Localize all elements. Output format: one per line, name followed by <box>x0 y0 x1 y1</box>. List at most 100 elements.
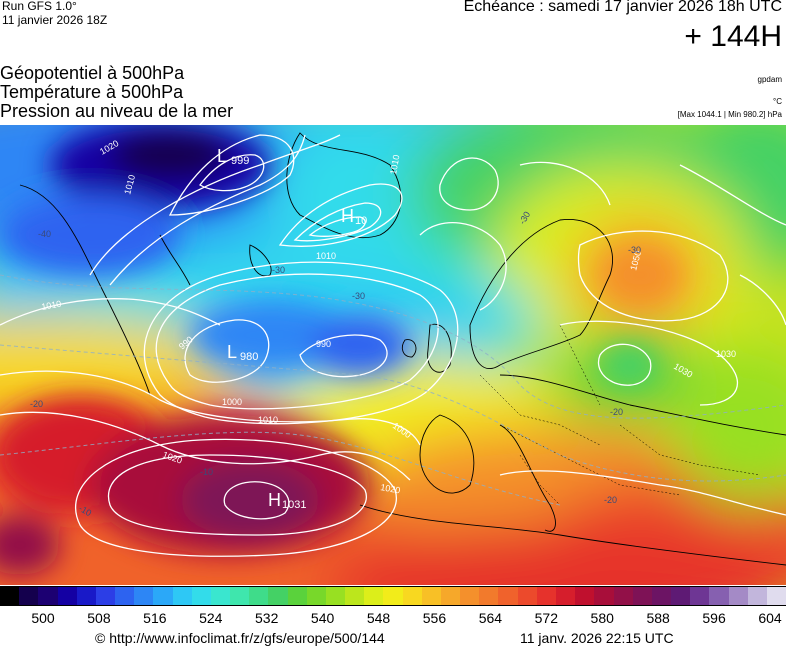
colorbar-cell <box>345 587 365 605</box>
colorbar-cell <box>479 587 499 605</box>
colorbar-cell <box>76 587 96 605</box>
temperature-label: -30 <box>272 265 285 275</box>
map-canvas: L 999 H 10 L 980 H 1031 1020 1010 1010 1… <box>0 125 786 585</box>
colorbar-tick-label: 588 <box>646 610 670 626</box>
footer-generated-date: 11 janv. 2026 22:15 UTC <box>520 630 674 646</box>
colorbar <box>0 586 786 606</box>
colorbar-cell <box>325 587 346 605</box>
isobars <box>0 134 786 557</box>
isobar-label: 1000 <box>222 397 242 407</box>
colorbar-cell <box>268 587 288 605</box>
colorbar-cell <box>19 587 39 605</box>
colorbar-cell <box>613 587 633 605</box>
colorbar-tick-label: 548 <box>366 610 391 626</box>
title-geopotential: Géopotentiel à 500hPa <box>0 63 185 83</box>
colorbar-cell <box>172 587 192 605</box>
colorbar-cell <box>57 587 77 605</box>
temperature-label: -10 <box>200 467 213 477</box>
colorbar-cell <box>38 587 58 605</box>
colorbar-tick-label: 572 <box>534 610 558 626</box>
colorbar-cell <box>709 587 729 605</box>
unit-temperature: °C <box>773 97 782 106</box>
colorbar-tick-label: 500 <box>31 610 55 626</box>
footer-url[interactable]: © http://www.infoclimat.fr/z/gfs/europe/… <box>95 630 385 646</box>
isobar-label: 990 <box>316 339 331 349</box>
colorbar-cell <box>191 587 211 605</box>
isobar-label: 1010 <box>41 299 62 312</box>
temperature-label: -20 <box>604 495 617 505</box>
lead-hours: + 144H <box>684 20 782 53</box>
isobar-label: 1010 <box>316 251 336 261</box>
colorbar-cell <box>536 587 556 605</box>
colorbar-tick-label: 580 <box>590 610 614 626</box>
colorbar-cell <box>402 587 422 605</box>
colorbar-cell <box>766 587 786 605</box>
colorbar-tick-label: 508 <box>87 610 111 626</box>
colorbar-cell <box>421 587 441 605</box>
coastlines <box>19 132 786 566</box>
colorbar-cell <box>230 587 250 605</box>
colorbar-cell <box>671 587 691 605</box>
colorbar-tick-label: 516 <box>143 610 167 626</box>
colorbar-tick-label: 532 <box>255 610 279 626</box>
title-pressure: Pression au niveau de la mer <box>0 101 234 121</box>
colorbar-tick-label: 564 <box>478 610 503 626</box>
isobar-label: 1010 <box>258 415 278 425</box>
valid-time: Echéance : samedi 17 janvier 2026 18h UT… <box>463 0 782 15</box>
colorbar-cell <box>747 587 767 605</box>
colorbar-cell <box>575 587 595 605</box>
pressure-center-h-1031-letter: H <box>268 490 281 510</box>
pressure-center-l-980-letter: L <box>227 342 237 362</box>
pressure-range: [Max 1044.1 | Min 980.2] hPa <box>677 110 782 119</box>
temperature-label: -30 <box>352 291 365 301</box>
temperature-label: -30 <box>628 245 641 255</box>
colorbar-cell <box>632 587 652 605</box>
colorbar-cell <box>306 587 326 605</box>
colorbar-cell <box>594 587 614 605</box>
isobar-label: 1010 <box>388 154 401 175</box>
geopotential-contours <box>0 274 786 506</box>
pressure-center-l-999-letter: L <box>217 146 227 166</box>
colorbar-cell <box>287 587 307 605</box>
pressure-centers: L 999 H 10 L 980 H 1031 <box>217 146 367 511</box>
country-borders <box>479 324 761 506</box>
isobar-label: 1020 <box>380 482 401 495</box>
weather-map[interactable]: L 999 H 10 L 980 H 1031 1020 1010 1010 1… <box>0 125 786 585</box>
pressure-center-h-10-letter: H <box>341 206 354 226</box>
run-date: 11 janvier 2026 18Z <box>2 13 108 27</box>
colorbar-cell <box>498 587 518 605</box>
colorbar-tick-label: 524 <box>199 610 223 626</box>
colorbar-tick-label: 604 <box>758 610 782 626</box>
temperature-label: -20 <box>610 407 623 417</box>
temperature-label: -40 <box>38 229 51 239</box>
colorbar-ticks: 500 508 516 524 532 540 548 556 564 572 580 588 596 6… <box>0 610 786 628</box>
colorbar-cell <box>440 587 461 605</box>
colorbar-cell <box>153 587 173 605</box>
colorbar-cell <box>210 587 231 605</box>
colorbar-cell <box>517 587 537 605</box>
temperature-label: -20 <box>30 399 43 409</box>
colorbar-cell <box>460 587 480 605</box>
title-temperature: Température à 500hPa <box>0 82 184 102</box>
unit-geopotential: gpdam <box>757 75 782 84</box>
colorbar-cell <box>115 587 135 605</box>
pressure-center-h-1031-value: 1031 <box>282 499 306 511</box>
colorbar-tick-label: 596 <box>702 610 726 626</box>
pressure-center-l-980-value: 980 <box>240 351 258 363</box>
isobar-label: 1030 <box>716 349 736 359</box>
colorbar-cell <box>134 587 154 605</box>
pressure-center-h-10-value: 10 <box>355 215 367 227</box>
colorbar-cell <box>690 587 710 605</box>
colorbar-cell <box>651 587 672 605</box>
colorbar-cell <box>249 587 269 605</box>
pressure-center-l-999-value: 999 <box>231 155 249 167</box>
colorbar-cell <box>0 587 20 605</box>
colorbar-cell <box>555 587 576 605</box>
colorbar-cell <box>95 587 116 605</box>
colorbar-cell <box>383 587 403 605</box>
colorbar-tick-label: 556 <box>422 610 447 626</box>
colorbar-cell <box>364 587 384 605</box>
run-label: Run GFS 1.0° <box>2 0 77 13</box>
colorbar-tick-label: 540 <box>310 610 335 626</box>
colorbar-cell <box>728 587 748 605</box>
